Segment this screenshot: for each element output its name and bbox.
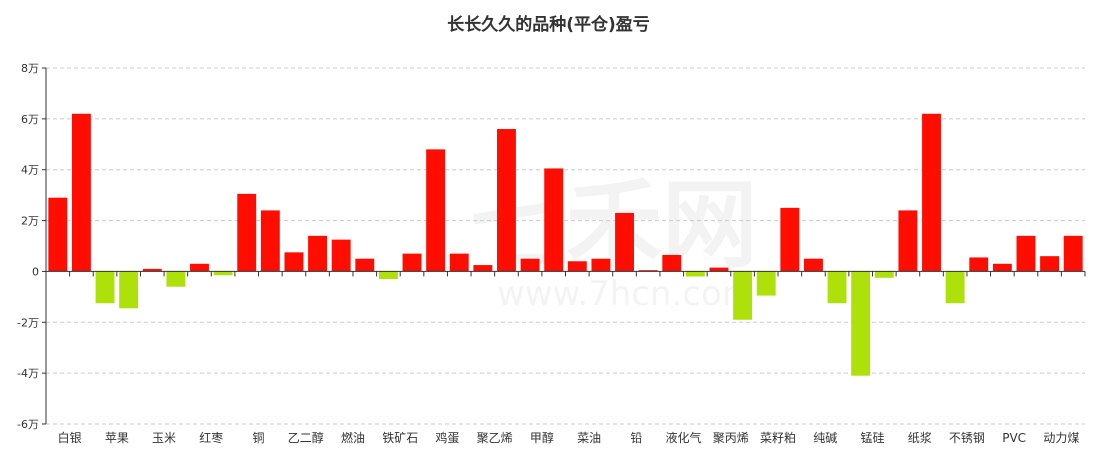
bar xyxy=(95,271,115,304)
x-category-label: 菜油 xyxy=(577,431,601,445)
bar xyxy=(1040,256,1060,272)
bar xyxy=(945,271,965,304)
y-tick-label: 8万 xyxy=(21,62,39,75)
x-category-label: 锰硅 xyxy=(860,430,884,445)
bar xyxy=(48,197,68,272)
bar xyxy=(992,263,1012,272)
bar xyxy=(402,253,422,272)
bar xyxy=(591,258,611,272)
bar xyxy=(874,271,894,278)
bar xyxy=(142,268,162,272)
x-category-label: 铁矿石 xyxy=(382,431,418,445)
bar xyxy=(1063,235,1083,272)
bar xyxy=(756,271,776,296)
chart-title: 长长久久的品种(平仓)盈亏 xyxy=(447,15,650,35)
x-category-label: 燃油 xyxy=(341,430,365,445)
bar xyxy=(520,258,540,272)
bar xyxy=(567,261,587,272)
x-category-label: 铜 xyxy=(253,430,265,445)
bar xyxy=(190,263,209,272)
x-category-label: 玉米 xyxy=(152,431,176,445)
bar xyxy=(378,271,398,280)
x-category-label: 白银 xyxy=(58,430,82,445)
bar xyxy=(709,267,729,272)
bar xyxy=(449,253,469,272)
bar xyxy=(662,254,682,272)
watermark-brand-text: 七禾网 xyxy=(470,169,758,281)
bar xyxy=(1016,235,1036,272)
bar xyxy=(733,271,753,320)
y-tick-label: -6万 xyxy=(17,418,39,431)
bar xyxy=(355,258,375,272)
y-tick-label: 2万 xyxy=(21,215,39,228)
x-category-label: 乙二醇 xyxy=(288,430,324,445)
x-category-label: PVC xyxy=(1002,431,1026,445)
bar xyxy=(638,270,658,272)
x-category-label: 铅 xyxy=(630,431,642,445)
bar xyxy=(119,271,139,309)
bars xyxy=(48,113,1083,376)
y-tick-label: -4万 xyxy=(17,367,39,380)
bar xyxy=(71,113,91,272)
bar xyxy=(213,271,233,276)
x-category-label: 苹果 xyxy=(105,431,129,445)
bar xyxy=(284,252,304,272)
watermark: 七禾网 www.7hcn.com xyxy=(470,169,758,314)
x-category-label: 甲醇 xyxy=(530,430,554,445)
bar xyxy=(237,193,257,272)
x-category-label: 鸡蛋 xyxy=(435,430,459,445)
bar xyxy=(544,168,564,272)
y-tick-label: 0 xyxy=(32,265,39,278)
x-category-label: 纸浆 xyxy=(908,430,932,445)
x-category-label: 聚丙烯 xyxy=(713,431,749,445)
bar xyxy=(898,210,918,272)
x-category-label: 不锈钢 xyxy=(949,431,985,445)
bar xyxy=(827,271,847,304)
bar xyxy=(308,235,327,272)
bar xyxy=(969,257,989,272)
grid xyxy=(46,67,1085,425)
bar xyxy=(615,212,634,272)
x-category-label: 纯碱 xyxy=(813,431,837,445)
bar xyxy=(426,149,446,272)
bar xyxy=(260,210,280,272)
bar xyxy=(473,265,493,272)
y-tick-label: 4万 xyxy=(21,164,39,177)
bar xyxy=(804,258,823,272)
watermark-url-text: www.7hcn.com xyxy=(497,274,755,314)
bar xyxy=(780,207,800,272)
x-category-label: 动力煤 xyxy=(1043,431,1079,445)
x-category-label: 液化气 xyxy=(666,430,702,445)
y-tick-label: -2万 xyxy=(17,316,39,329)
x-category-label: 红枣 xyxy=(199,430,223,445)
x-category-label: 聚乙烯 xyxy=(477,431,513,445)
x-category-label: 菜籽粕 xyxy=(760,430,796,445)
bar xyxy=(331,239,351,272)
bar xyxy=(497,129,516,272)
bar xyxy=(166,271,186,287)
y-tick-label: 6万 xyxy=(21,113,39,126)
bar xyxy=(851,271,871,376)
bar xyxy=(685,271,705,277)
bar xyxy=(922,113,941,272)
